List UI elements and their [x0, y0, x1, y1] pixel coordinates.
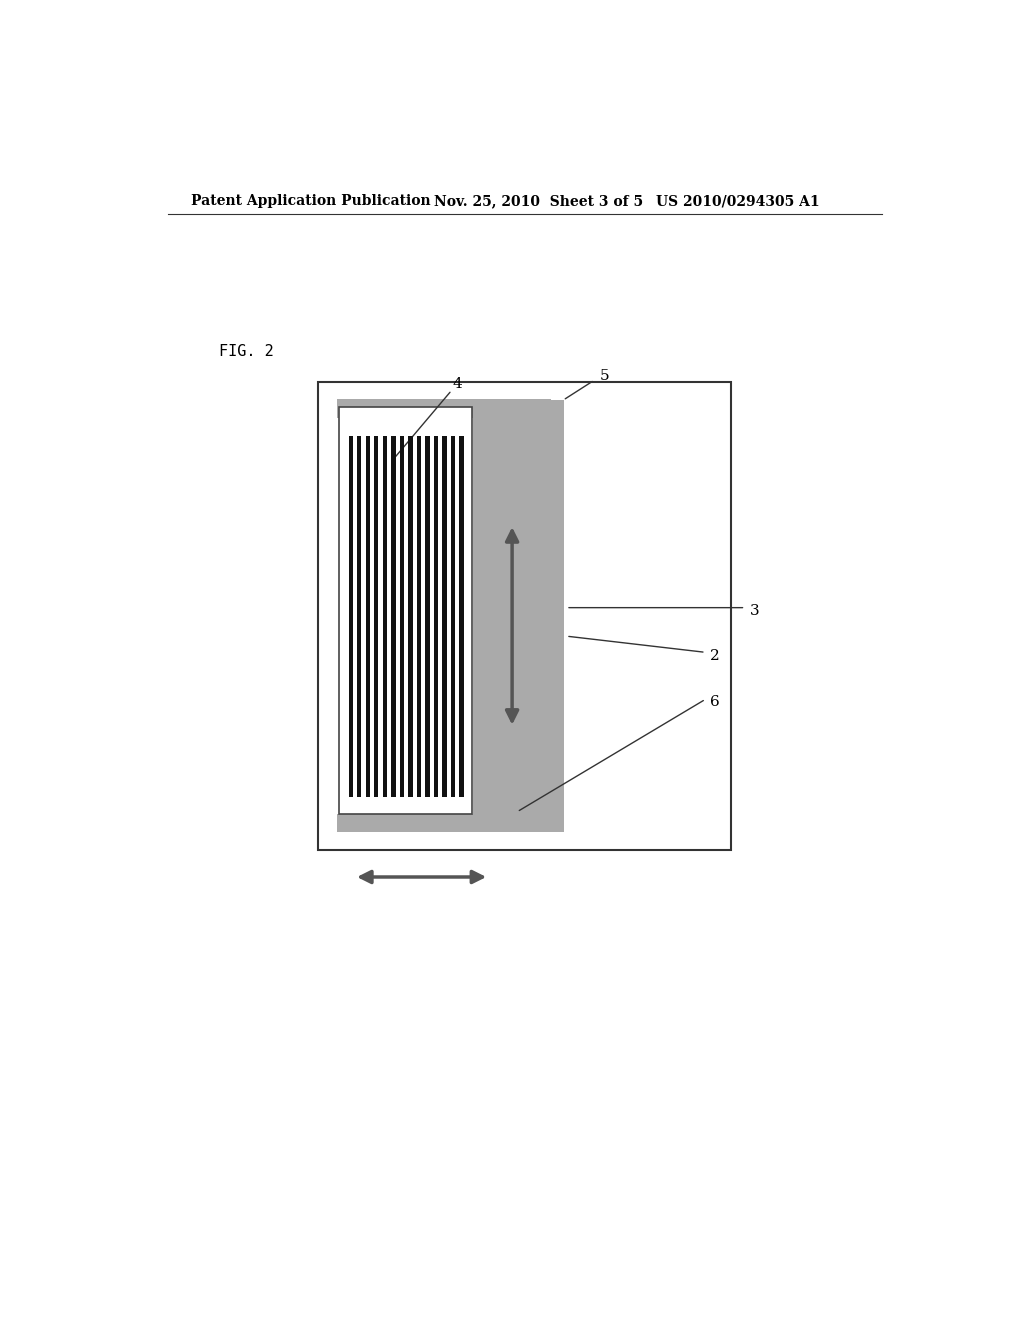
Bar — [399, 436, 404, 797]
Bar — [417, 436, 421, 797]
Bar — [409, 436, 413, 797]
Bar — [337, 399, 551, 417]
Text: FIG. 2: FIG. 2 — [219, 345, 274, 359]
Bar — [391, 436, 395, 797]
Bar — [425, 436, 430, 797]
Bar — [374, 436, 379, 797]
Text: 5: 5 — [599, 368, 609, 383]
Text: 6: 6 — [711, 696, 720, 709]
Bar — [339, 408, 472, 814]
Text: US 2010/0294305 A1: US 2010/0294305 A1 — [655, 194, 819, 209]
Bar — [434, 436, 438, 797]
Bar — [442, 436, 446, 797]
Text: Patent Application Publication: Patent Application Publication — [191, 194, 431, 209]
Text: Nov. 25, 2010  Sheet 3 of 5: Nov. 25, 2010 Sheet 3 of 5 — [433, 194, 643, 209]
Text: 2: 2 — [711, 649, 720, 664]
Bar — [473, 400, 564, 833]
Bar — [318, 381, 731, 850]
Bar — [357, 436, 361, 797]
Bar — [460, 436, 464, 797]
Bar — [337, 814, 564, 833]
Bar — [383, 436, 387, 797]
Bar — [451, 436, 456, 797]
Bar — [366, 436, 370, 797]
Bar — [348, 436, 353, 797]
Text: 4: 4 — [453, 378, 462, 391]
Text: 3: 3 — [751, 603, 760, 618]
